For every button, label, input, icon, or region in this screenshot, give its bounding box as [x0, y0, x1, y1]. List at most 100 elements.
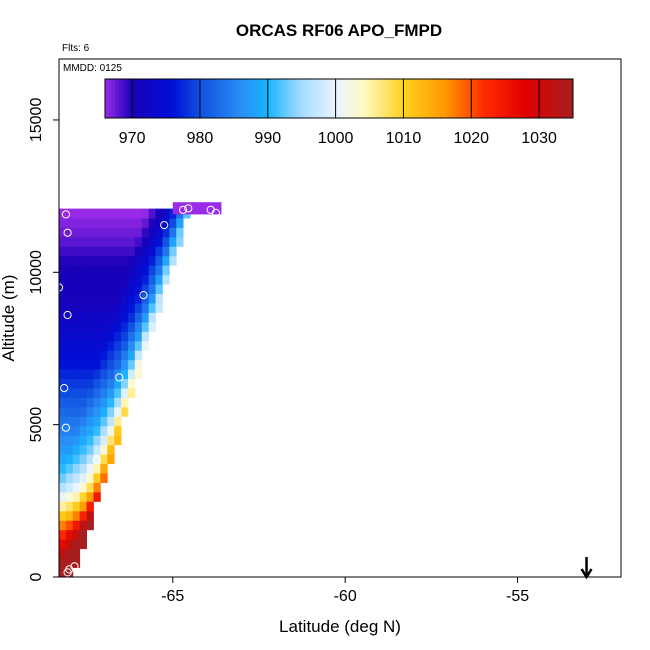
colorbar-segment: [222, 79, 226, 118]
heat-cell: [65, 378, 74, 389]
heat-cell: [114, 388, 122, 398]
heat-cell: [155, 227, 163, 238]
colorbar-segment: [128, 79, 133, 118]
heat-cell: [141, 208, 150, 219]
heat-cell: [121, 350, 129, 361]
heat-cell: [176, 227, 184, 238]
date-note: MMDD: 0125: [63, 63, 122, 74]
colorbar-tick-label: 1010: [386, 130, 422, 147]
heat-cell: [127, 369, 136, 380]
heat-cell: [93, 218, 101, 228]
heat-cell: [169, 218, 177, 228]
sample-point: [61, 423, 71, 432]
colorbar-segment: [522, 79, 527, 118]
heat-cell: [59, 331, 67, 342]
heat-cell: [93, 416, 101, 427]
heat-cell: [127, 331, 136, 342]
heat-cell: [86, 435, 94, 446]
colorbar-segment: [312, 79, 317, 118]
colorbar-segment: [322, 79, 327, 118]
heat-cell: [121, 369, 129, 380]
heat-cell: [93, 463, 101, 474]
heat-cell: [93, 236, 101, 247]
heat-cell: [59, 473, 67, 483]
heat-cell: [107, 378, 115, 389]
heat-cell: [79, 274, 87, 285]
heat-cell: [121, 397, 129, 408]
heat-cell: [93, 378, 101, 389]
heat-cell: [79, 208, 87, 219]
heat-cell: [65, 539, 74, 550]
colorbar-segment: [135, 79, 139, 118]
heat-cell: [134, 236, 143, 247]
heat-cell: [79, 510, 87, 521]
colorbar-segment: [432, 79, 437, 118]
heat-cell: [65, 218, 74, 228]
heat-cell: [134, 321, 143, 332]
heat-cell: [121, 321, 129, 332]
colorbar-segment: [532, 79, 537, 118]
heat-cell: [86, 444, 94, 455]
heat-cell: [155, 274, 163, 285]
heat-cell: [65, 397, 74, 408]
heat-cell: [79, 369, 87, 380]
heat-cell: [79, 482, 87, 493]
heat-cell: [121, 388, 129, 398]
heat-cell: [79, 501, 87, 512]
colorbar-segment: [315, 79, 320, 118]
colorbar-segment: [479, 79, 484, 118]
heat-cell: [155, 255, 163, 266]
colorbar-segment: [506, 79, 510, 118]
heat-cell: [86, 463, 94, 474]
colorbar-segment: [282, 79, 287, 118]
heat-cell: [72, 529, 81, 540]
heat-cell: [127, 274, 136, 285]
heat-cell: [72, 218, 81, 228]
heat-cell: [141, 255, 150, 266]
heat-cell: [72, 463, 81, 474]
colorbar-segment: [201, 79, 206, 118]
heat-cell: [86, 406, 94, 417]
colorbar-segment: [489, 79, 494, 118]
heat-cell: [86, 378, 94, 389]
heat-cell: [100, 454, 108, 465]
heat-cell: [79, 463, 87, 474]
heat-cell: [172, 202, 181, 215]
heat-cell: [127, 255, 136, 266]
heat-cell: [86, 520, 94, 531]
heat-cell: [100, 350, 108, 361]
heat-cell: [107, 312, 115, 323]
heat-cell: [72, 473, 81, 483]
colorbar-segment: [442, 79, 447, 118]
colorbar-segment: [145, 79, 149, 118]
heat-cell: [121, 284, 129, 295]
heat-cell: [86, 274, 94, 285]
heat-cell: [79, 529, 87, 540]
heat-cell: [114, 274, 122, 285]
heat-cell: [65, 321, 74, 332]
colorbar-segment: [131, 79, 136, 118]
heat-cell: [107, 435, 115, 446]
heat-cell: [72, 303, 81, 313]
colorbar-segment: [278, 79, 283, 118]
colorbar-segment: [395, 79, 400, 118]
heat-cell: [169, 227, 177, 238]
colorbar-segment: [161, 79, 166, 118]
heat-cell: [169, 255, 177, 266]
heat-cell: [79, 388, 87, 398]
heat-cell: [148, 236, 156, 247]
heat-cell: [93, 350, 101, 361]
colorbar-segment: [115, 79, 119, 118]
heat-cell: [72, 350, 81, 361]
heat-cell: [93, 274, 101, 285]
heat-cell: [148, 227, 156, 238]
colorbar-segment: [362, 79, 367, 118]
heat-cell: [155, 293, 163, 304]
heat-cell: [79, 491, 87, 502]
colorbar-segment: [566, 79, 571, 118]
heat-cell: [93, 435, 101, 446]
heat-cell: [65, 558, 74, 568]
heat-cell: [59, 435, 67, 446]
heat-cell: [162, 265, 170, 276]
